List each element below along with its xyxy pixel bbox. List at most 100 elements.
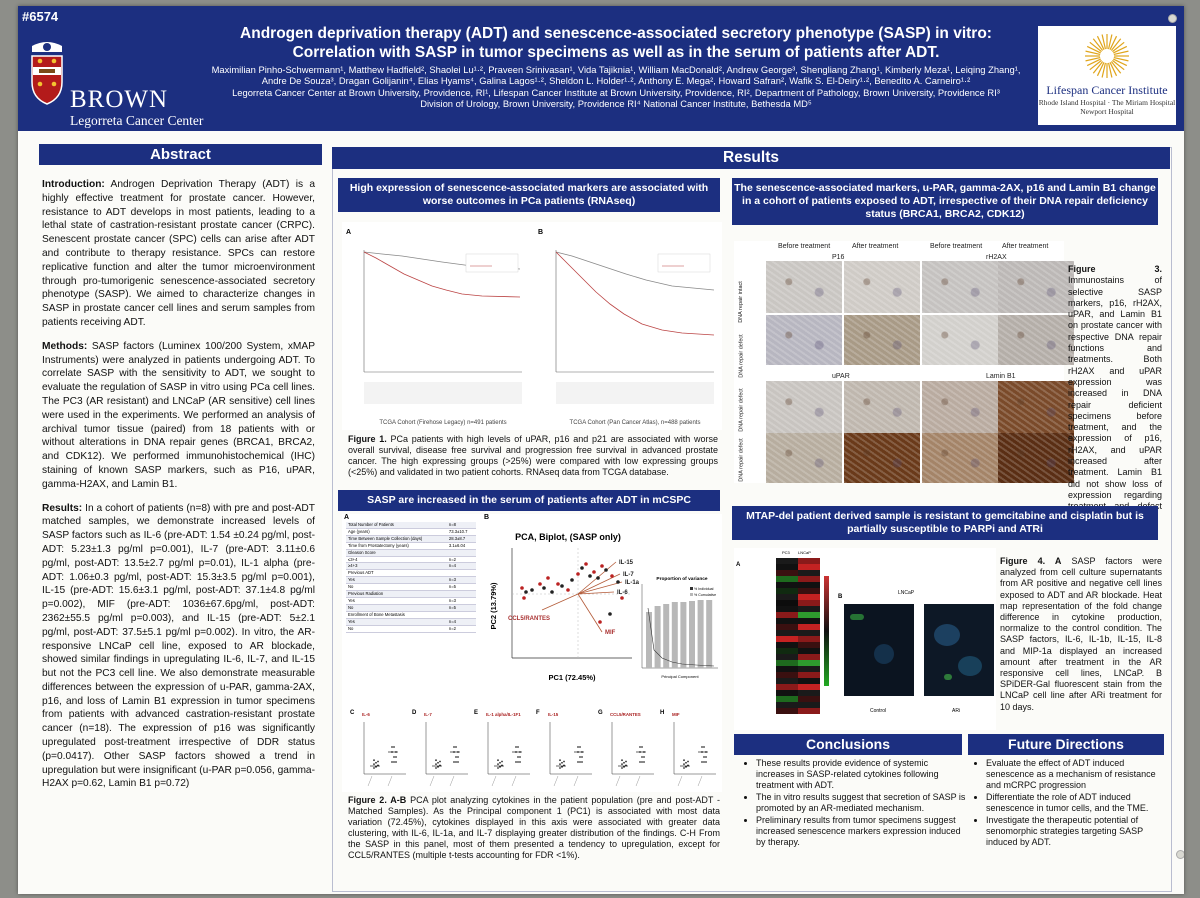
variance-legend-individual: % Individual — [694, 587, 714, 591]
heatmap-cell — [798, 702, 820, 708]
pca-point — [550, 590, 554, 594]
sun-ray — [1109, 62, 1118, 77]
pre-adt-dot — [559, 767, 561, 769]
post-adt-dot — [705, 761, 707, 763]
sun-ray — [1112, 41, 1125, 53]
table-cell-value: n=8 — [446, 522, 476, 529]
figure1: A B TCGA Cohort (Firehose Legacy) — [342, 222, 722, 430]
dot-plot-letter: G — [598, 710, 603, 716]
table-cell-label: No — [346, 604, 447, 612]
heatmap-scale — [824, 576, 829, 686]
heatmap-cell — [776, 588, 798, 594]
pca-point — [604, 568, 608, 572]
post-adt-dot — [703, 756, 705, 758]
pca-xlabel: PC1 (72.45%) — [548, 673, 596, 682]
km-b-high-curve — [555, 251, 715, 336]
heatmap-cell — [798, 600, 820, 606]
table-cell-label: ≤3+4 — [346, 556, 447, 564]
km-panel-b-letter: B — [538, 229, 543, 236]
marker-rh2ax: rH2AX — [986, 254, 1007, 261]
pre-adt-dot — [373, 763, 375, 765]
sun-ray — [1109, 35, 1118, 50]
heatmap-cell — [798, 642, 820, 648]
heatmap-cell — [776, 648, 798, 654]
pre-adt-dot — [561, 766, 563, 768]
patient-characteristics-table: Total Number of Patients n=8 Age (years) 73… — [346, 522, 476, 633]
push-pin — [1176, 850, 1184, 859]
heatmap-cell — [776, 624, 798, 630]
post-adt-dot — [581, 756, 583, 758]
future-directions-heading: Future Directions — [968, 734, 1164, 755]
heatmap-cell — [798, 582, 820, 588]
pre-adt-dot — [373, 767, 375, 769]
table-cell-label: Age (years) — [346, 528, 447, 536]
sun-ray — [1085, 50, 1101, 56]
dot-plot-panel: F IL-15 — [536, 708, 594, 792]
sun-icon — [1085, 34, 1129, 78]
abstract-heading: Abstract — [39, 144, 322, 165]
variance-bar — [697, 600, 704, 668]
pca-point — [592, 570, 596, 574]
heatmap-cell — [776, 690, 798, 696]
figure2: A Total Number of Patients n=8 Age (years)… — [342, 514, 722, 792]
pre-adt-dot — [623, 761, 625, 764]
pca-title: PCA, Biplot, (SASP only) — [515, 532, 621, 542]
pca-point — [588, 574, 592, 578]
table-cell-label: Yes — [346, 618, 447, 626]
pre-adt-dot — [621, 767, 623, 769]
pre-adt-dot — [499, 761, 501, 764]
dot-plot-panel: E IL-1 alpha/IL-1F1 — [474, 708, 532, 792]
heatmap-col-pc3: PC3 — [782, 550, 790, 555]
km-a-xlabel: TCGA Cohort (Firehose Legacy) n=491 pati… — [379, 420, 506, 426]
dot-plot-letter: C — [350, 710, 355, 716]
post-adt-dot — [457, 761, 459, 763]
post-adt-dot — [393, 761, 395, 763]
brown-center-name: Legorreta Cancer Center — [70, 113, 204, 128]
table-cell-value: n=5 — [446, 604, 476, 612]
sun-ray — [1086, 58, 1101, 67]
after-label-1: After treatment — [852, 243, 899, 250]
post-adt-dot — [639, 761, 641, 763]
table-cell-value — [446, 590, 476, 598]
heatmap-cell — [798, 666, 820, 672]
after-label-2: After treatment — [1002, 243, 1049, 250]
post-adt-dot — [455, 746, 457, 748]
heatmap-cell — [798, 618, 820, 624]
figure3-caption: Figure 3. Immunostains of selective SASP… — [1068, 264, 1162, 523]
variance-bar — [646, 612, 652, 668]
variance-legend-cumulative: % Cumulative — [694, 593, 716, 597]
pca-loading-arrow — [577, 591, 615, 595]
fig4-panel-a-letter: A — [736, 562, 741, 568]
cytokine-heatmap — [776, 558, 820, 714]
sun-ray — [1085, 56, 1101, 62]
pca-loading-label: MIF — [605, 630, 616, 636]
dot-plot-title: MIF — [672, 712, 680, 717]
sun-ray — [1107, 34, 1113, 50]
table-row: Yes n=3 — [346, 597, 476, 605]
heatmap-cell — [776, 570, 798, 576]
post-adt-dot — [581, 761, 583, 763]
table-row: Total Number of Patients n=8 — [346, 522, 476, 529]
post-adt-dot — [517, 761, 519, 763]
title-line-2: Correlation with SASP in tumor specimens… — [292, 44, 940, 61]
pca-point — [576, 572, 580, 576]
future-directions-list: Evaluate the effect of ADT induced senes… — [974, 758, 1170, 849]
sun-ray — [1089, 59, 1102, 71]
table-row: Yes n=3 — [346, 576, 476, 585]
ihc-image — [922, 433, 998, 483]
sun-ray — [1096, 35, 1105, 50]
marker-laminb1: Lamin B1 — [986, 373, 1016, 380]
section1-title: High expression of senescence-associated… — [338, 178, 720, 212]
pre-adt-dot — [685, 766, 687, 768]
dot-plot — [363, 722, 406, 787]
table-row: Time from Prostatectomy (years) 3.1±6.04 — [346, 542, 476, 550]
table-cell-value: n=3 — [446, 597, 476, 605]
figure1-caption: Figure 1. PCa patients with high levels … — [348, 434, 718, 477]
heatmap-cell — [798, 690, 820, 696]
post-adt-dot — [703, 746, 705, 748]
dot-plot-panel: D IL-7 — [412, 708, 470, 792]
table-cell-label: Gleason Score — [346, 549, 447, 557]
post-adt-dot — [579, 761, 581, 763]
pre-adt-dot — [621, 759, 623, 762]
pre-adt-dot — [501, 760, 503, 763]
